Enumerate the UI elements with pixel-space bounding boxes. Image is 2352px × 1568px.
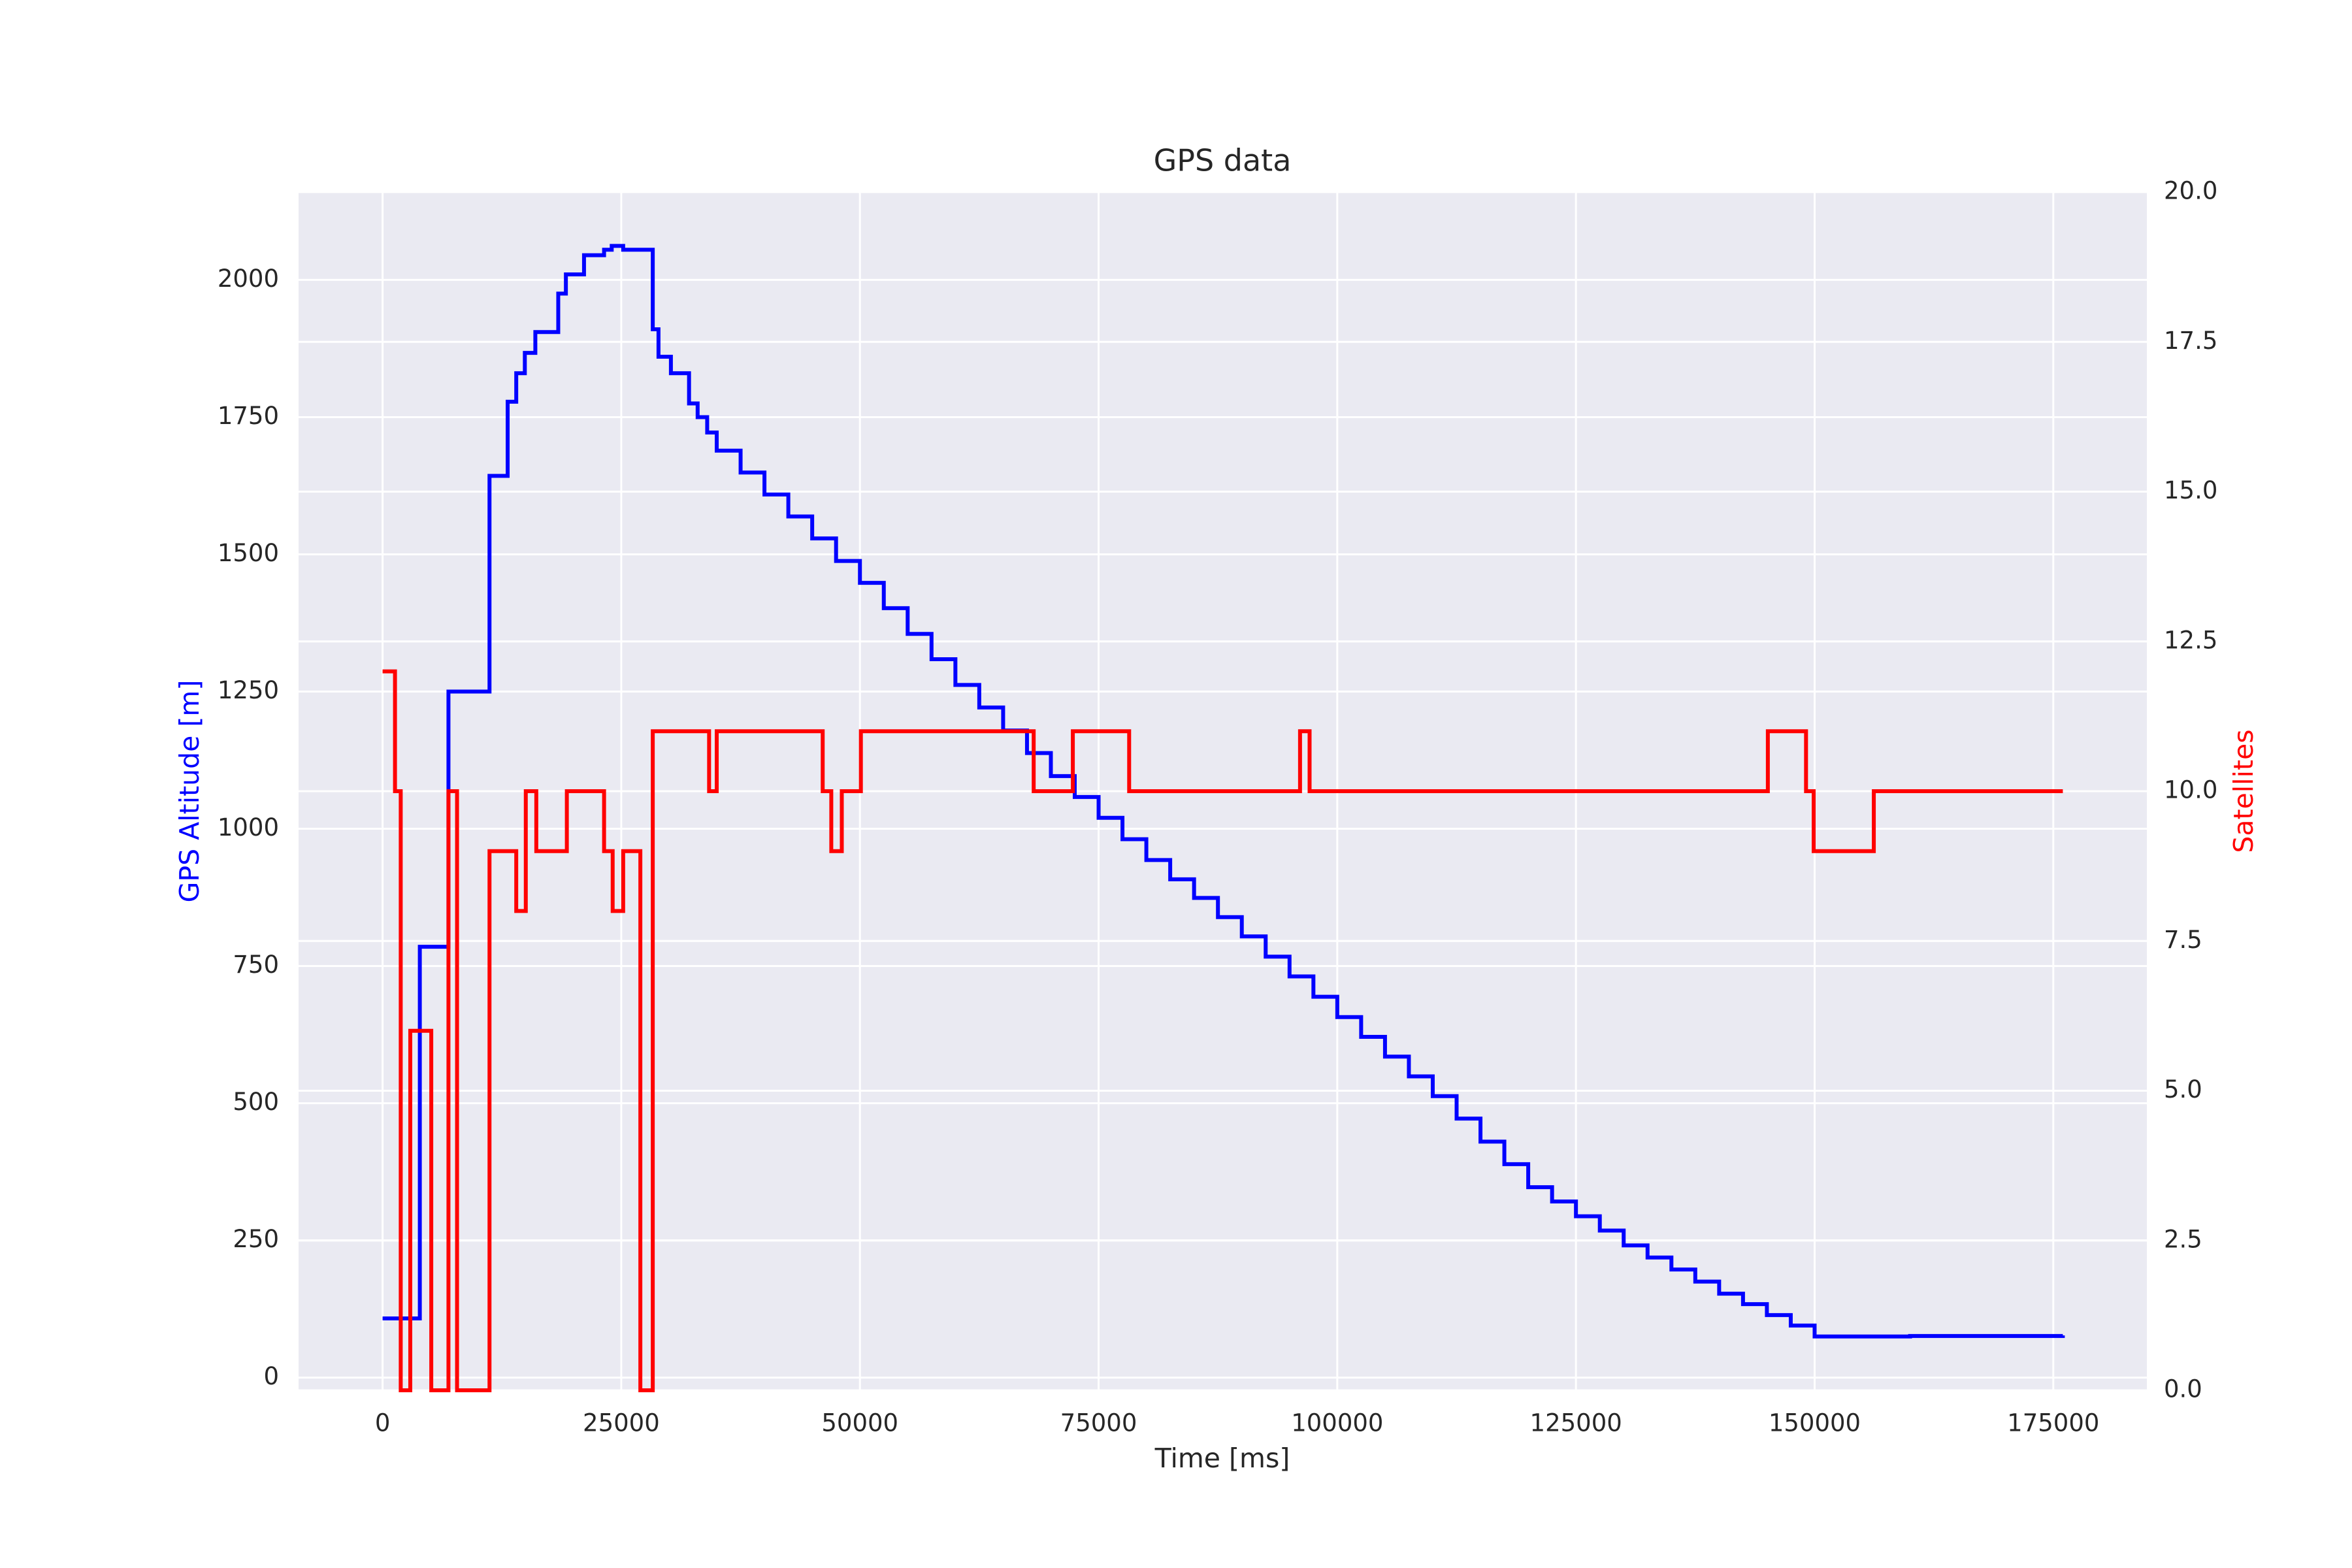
- y2-tick-label: 15.0: [2164, 476, 2217, 504]
- y2-tick-label: 7.5: [2164, 926, 2202, 954]
- y2-tick-label: 17.5: [2164, 327, 2217, 355]
- y2-tick-label: 5.0: [2164, 1075, 2202, 1103]
- y2-tick-label: 0.0: [2164, 1375, 2202, 1403]
- chart-title: GPS data: [1154, 143, 1292, 178]
- y-tick-label: 500: [233, 1088, 279, 1116]
- y-tick-label: 2000: [218, 265, 279, 293]
- y-tick-label: 1750: [218, 402, 279, 430]
- x-tick-label: 100000: [1291, 1409, 1383, 1437]
- y-tick-label: 1000: [218, 813, 279, 841]
- x-tick-label: 25000: [583, 1409, 660, 1437]
- data-line: [382, 244, 2065, 1339]
- y2-tick-label: 12.5: [2164, 626, 2217, 654]
- x-axis-label: Time [ms]: [1154, 1443, 1290, 1474]
- x-tick-label: 150000: [1769, 1409, 1861, 1437]
- data-line: [382, 669, 2063, 1392]
- y2-tick-label: 20.0: [2164, 177, 2217, 205]
- x-tick-label: 0: [375, 1409, 391, 1437]
- y2-axis-label: Satellites: [2228, 729, 2259, 853]
- y2-tick-label: 10.0: [2164, 776, 2217, 804]
- x-tick-label: 50000: [821, 1409, 898, 1437]
- x-tick-label: 75000: [1060, 1409, 1137, 1437]
- y-tick-label: 0: [263, 1362, 279, 1390]
- x-tick-label: 125000: [1530, 1409, 1622, 1437]
- y2-tick-label: 2.5: [2164, 1225, 2202, 1253]
- y-tick-label: 750: [233, 951, 279, 979]
- y-tick-label: 1250: [218, 676, 279, 704]
- y-tick-label: 1500: [218, 539, 279, 567]
- y-tick-label: 250: [233, 1225, 279, 1253]
- x-tick-label: 175000: [2007, 1409, 2099, 1437]
- y-axis-label: GPS Altitude [m]: [174, 680, 205, 903]
